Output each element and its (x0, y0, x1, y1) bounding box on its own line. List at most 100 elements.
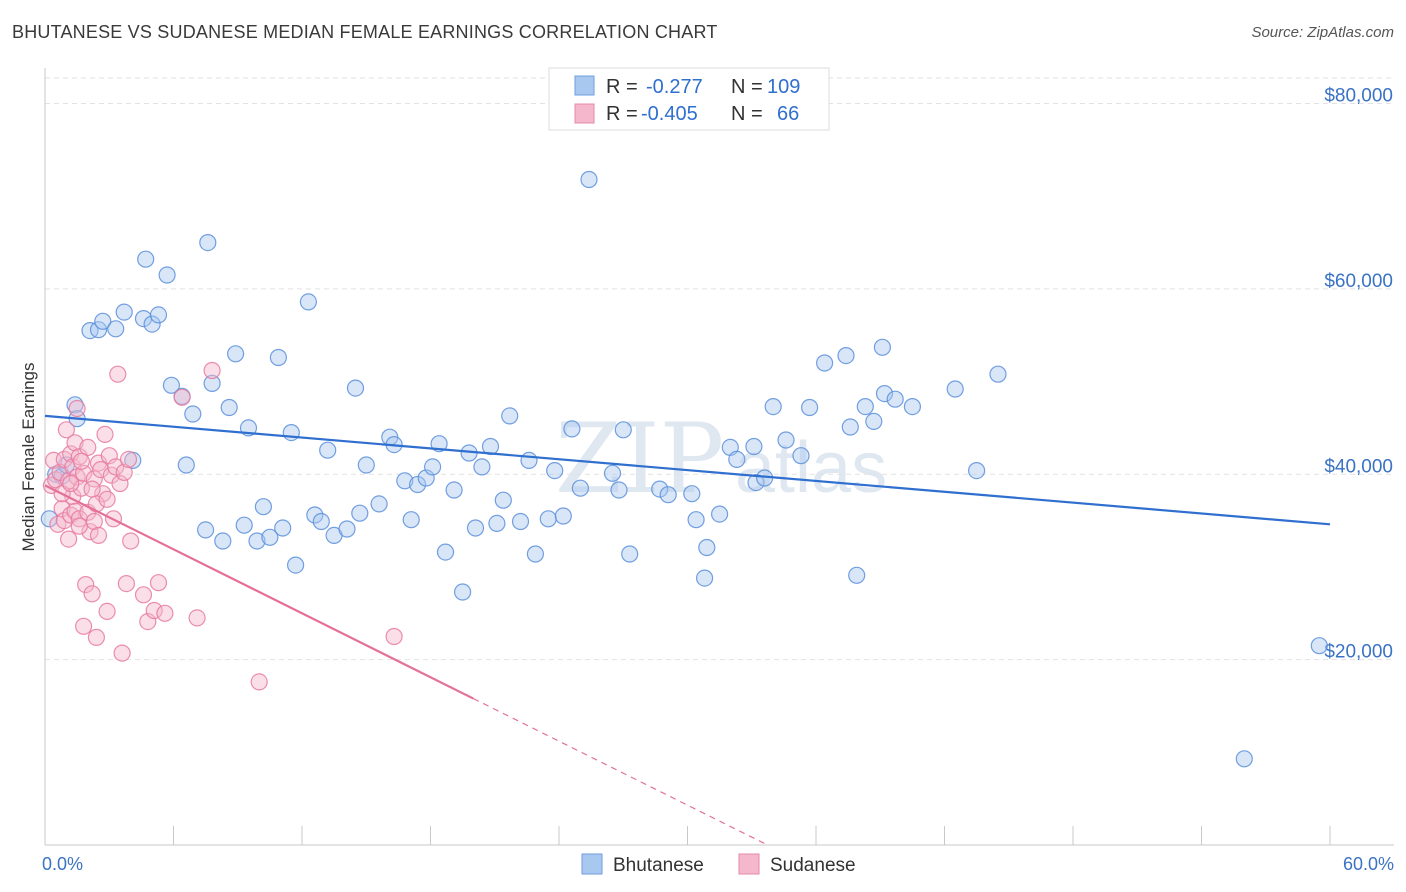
data-point-sudanese (98, 602, 116, 621)
data-point-sudanese (62, 474, 80, 493)
data-point-bhutanese (436, 543, 455, 561)
data-point-bhutanese (107, 320, 125, 338)
legend-r-label-2: R = (606, 103, 638, 125)
data-point-bhutanese (220, 398, 238, 417)
data-point-sudanese (156, 604, 174, 622)
data-point-bhutanese (603, 464, 622, 482)
data-point-sudanese (57, 421, 76, 439)
y-tick-label: $40,000 (1324, 456, 1393, 477)
data-point-bhutanese (526, 545, 545, 563)
chart-source: Source: ZipAtlas.com (1251, 24, 1394, 41)
data-point-bhutanese (351, 504, 369, 522)
data-point-sudanese (64, 458, 82, 476)
data-point-sudanese (96, 425, 114, 443)
data-point-bhutanese (728, 450, 746, 468)
data-point-bhutanese (162, 376, 180, 394)
data-point-sudanese (68, 399, 86, 418)
trend-lines (44, 414, 1331, 846)
data-point-bhutanese (89, 321, 108, 339)
data-point-bhutanese (158, 266, 176, 284)
data-point-bhutanese (214, 532, 232, 550)
data-point-sudanese (77, 575, 95, 594)
data-point-bhutanese (1235, 750, 1253, 768)
data-point-bhutanese (946, 380, 964, 398)
data-point-bhutanese (149, 306, 168, 324)
data-point-bhutanese (856, 398, 874, 416)
data-point-bhutanese (312, 512, 330, 531)
series-legend-label-sudanese: Sudanese (770, 855, 856, 876)
data-point-bhutanese (621, 545, 639, 563)
data-point-sudanese (115, 463, 133, 481)
data-point-bhutanese (777, 431, 795, 449)
data-point-sudanese (72, 452, 91, 470)
legend-n-value-2: 66 (777, 103, 799, 125)
data-point-sudanese (98, 490, 116, 508)
watermark-zip: ZIP (555, 403, 724, 515)
data-point-sudanese (107, 458, 125, 476)
data-point-sudanese (250, 673, 268, 691)
y-axis-title: Median Female Earnings (19, 363, 38, 552)
y-tick-label: $60,000 (1324, 271, 1393, 292)
legend-r-label-1: R = (606, 76, 638, 98)
data-point-bhutanese (199, 234, 217, 252)
data-point-sudanese (109, 365, 127, 383)
data-points (40, 170, 1328, 768)
legend-swatch-bhutanese (574, 75, 595, 96)
data-point-bhutanese (137, 250, 155, 268)
data-point-sudanese (117, 574, 136, 593)
data-point-bhutanese (454, 583, 472, 601)
data-point-bhutanese (745, 437, 763, 456)
data-point-bhutanese (177, 456, 195, 474)
data-point-bhutanese (346, 379, 365, 397)
series-legend-label-bhutanese: Bhutanese (613, 855, 704, 876)
data-point-bhutanese (248, 532, 266, 550)
trend-line-sudanese (44, 484, 474, 700)
data-point-bhutanese (848, 566, 866, 584)
data-point-bhutanese (466, 519, 485, 537)
data-point-bhutanese (580, 170, 598, 189)
data-point-bhutanese (875, 385, 894, 403)
data-point-bhutanese (184, 405, 202, 423)
data-point-bhutanese (865, 412, 883, 430)
x-tick-label: 60.0% (1343, 854, 1394, 874)
data-point-sudanese (66, 434, 84, 452)
data-point-bhutanese (539, 510, 557, 528)
data-point-bhutanese (837, 347, 855, 365)
trend-line-bhutanese (44, 414, 1331, 526)
data-point-bhutanese (115, 303, 133, 321)
data-point-bhutanese (274, 519, 292, 537)
data-point-bhutanese (494, 491, 512, 509)
data-point-bhutanese (143, 315, 161, 333)
data-point-bhutanese (261, 528, 279, 546)
data-point-bhutanese (357, 456, 375, 474)
chart-title: BHUTANESE VS SUDANESE MEDIAN FEMALE EARN… (12, 22, 718, 42)
legend-n-label-2: N = (731, 103, 763, 125)
legend-swatch-sudanese (574, 103, 595, 124)
data-point-bhutanese (792, 447, 810, 465)
data-point-sudanese (188, 609, 206, 627)
data-point-sudanese (81, 523, 99, 541)
data-point-sudanese (59, 530, 78, 548)
data-point-bhutanese (424, 458, 442, 476)
axes (44, 68, 1394, 846)
data-point-bhutanese (269, 348, 287, 367)
data-point-sudanese (203, 361, 221, 380)
data-point-bhutanese (306, 506, 324, 524)
data-point-sudanese (74, 617, 93, 635)
data-point-sudanese (113, 644, 131, 662)
data-point-bhutanese (546, 462, 564, 480)
data-point-bhutanese (197, 521, 215, 539)
data-point-bhutanese (396, 472, 414, 490)
legend-n-value-1: 109 (767, 76, 800, 98)
legend-r-value-2: -0.405 (641, 103, 698, 125)
data-point-bhutanese (554, 507, 572, 525)
data-point-bhutanese (488, 514, 506, 533)
data-point-bhutanese (967, 462, 986, 480)
series-legend: Bhutanese Sudanese (581, 853, 856, 876)
data-point-bhutanese (402, 511, 420, 529)
data-point-bhutanese (815, 354, 834, 372)
series-bhutanese (40, 170, 1328, 768)
data-point-bhutanese (520, 451, 538, 469)
data-point-sudanese (87, 628, 106, 647)
